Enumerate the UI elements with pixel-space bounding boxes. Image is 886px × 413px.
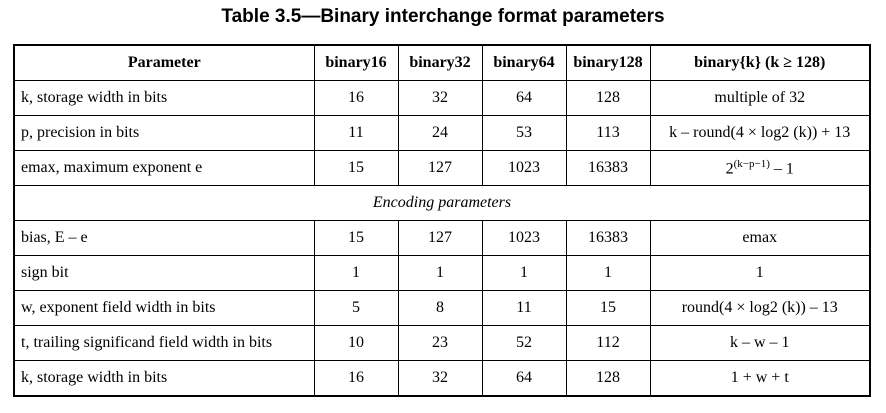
value-cell: 15 (565, 290, 651, 326)
value-cell: 10 (313, 325, 399, 361)
value-cell: 8 (397, 290, 483, 326)
value-cell: 11 (481, 290, 567, 326)
value-cell: 1 (565, 255, 651, 291)
table-row: bias, E – e 15 127 1023 16383 emax (13, 220, 871, 256)
value-cell: 64 (481, 80, 567, 116)
parameters-table: Parameter binary16 binary32 binary64 bin… (13, 44, 871, 397)
value-cell: 2(k−p−1) – 1 (649, 150, 871, 186)
value-cell: k – round(4 × log2 (k)) + 13 (649, 115, 871, 151)
value-cell: 1 (481, 255, 567, 291)
value-cell: 16383 (565, 220, 651, 256)
value-cell: 1 (313, 255, 399, 291)
header-binary32: binary32 (397, 44, 483, 81)
section-label: Encoding parameters (13, 185, 871, 221)
value-cell: 1023 (481, 150, 567, 186)
value-cell: 32 (397, 80, 483, 116)
param-cell: p, precision in bits (13, 115, 315, 151)
value-cell: 112 (565, 325, 651, 361)
table-row: k, storage width in bits 16 32 64 128 mu… (13, 80, 871, 116)
value-cell: 16 (313, 80, 399, 116)
value-cell: 15 (313, 150, 399, 186)
table-row: k, storage width in bits 16 32 64 128 1 … (13, 360, 871, 397)
value-cell: 32 (397, 360, 483, 397)
value-cell: 53 (481, 115, 567, 151)
table-row: t, trailing significand field width in b… (13, 325, 871, 361)
param-cell: t, trailing significand field width in b… (13, 325, 315, 361)
header-binaryk: binary{k} (k ≥ 128) (649, 44, 871, 81)
value-cell: k – w – 1 (649, 325, 871, 361)
table-row: emax, maximum exponent e 15 127 1023 163… (13, 150, 871, 186)
param-cell: w, exponent field width in bits (13, 290, 315, 326)
value-cell: 1 (397, 255, 483, 291)
table-row: w, exponent field width in bits 5 8 11 1… (13, 290, 871, 326)
header-binary64: binary64 (481, 44, 567, 81)
value-cell: multiple of 32 (649, 80, 871, 116)
param-cell: emax, maximum exponent e (13, 150, 315, 186)
section-row: Encoding parameters (13, 185, 871, 221)
table-caption: Table 3.5—Binary interchange format para… (221, 6, 665, 27)
value-cell: emax (649, 220, 871, 256)
value-cell: 15 (313, 220, 399, 256)
value-cell: round(4 × log2 (k)) – 13 (649, 290, 871, 326)
header-row: Parameter binary16 binary32 binary64 bin… (13, 44, 871, 81)
formula-tail: – 1 (769, 160, 794, 178)
value-cell: 1023 (481, 220, 567, 256)
value-cell: 23 (397, 325, 483, 361)
formula-exponent: (k−p−1) (733, 157, 770, 170)
header-binary128: binary128 (565, 44, 651, 81)
value-cell: 16383 (565, 150, 651, 186)
value-cell: 128 (565, 80, 651, 116)
table-row: p, precision in bits 11 24 53 113 k – ro… (13, 115, 871, 151)
value-cell: 1 + w + t (649, 360, 871, 397)
value-cell: 1 (649, 255, 871, 291)
table-row: sign bit 1 1 1 1 1 (13, 255, 871, 291)
value-cell: 5 (313, 290, 399, 326)
header-binary16: binary16 (313, 44, 399, 81)
header-parameter: Parameter (13, 44, 315, 81)
value-cell: 24 (397, 115, 483, 151)
value-cell: 16 (313, 360, 399, 397)
param-cell: bias, E – e (13, 220, 315, 256)
value-cell: 128 (565, 360, 651, 397)
value-cell: 127 (397, 220, 483, 256)
value-cell: 127 (397, 150, 483, 186)
param-cell: sign bit (13, 255, 315, 291)
value-cell: 113 (565, 115, 651, 151)
param-cell: k, storage width in bits (13, 360, 315, 397)
value-cell: 11 (313, 115, 399, 151)
value-cell: 64 (481, 360, 567, 397)
value-cell: 52 (481, 325, 567, 361)
formula-base: 2 (725, 160, 734, 178)
param-cell: k, storage width in bits (13, 80, 315, 116)
